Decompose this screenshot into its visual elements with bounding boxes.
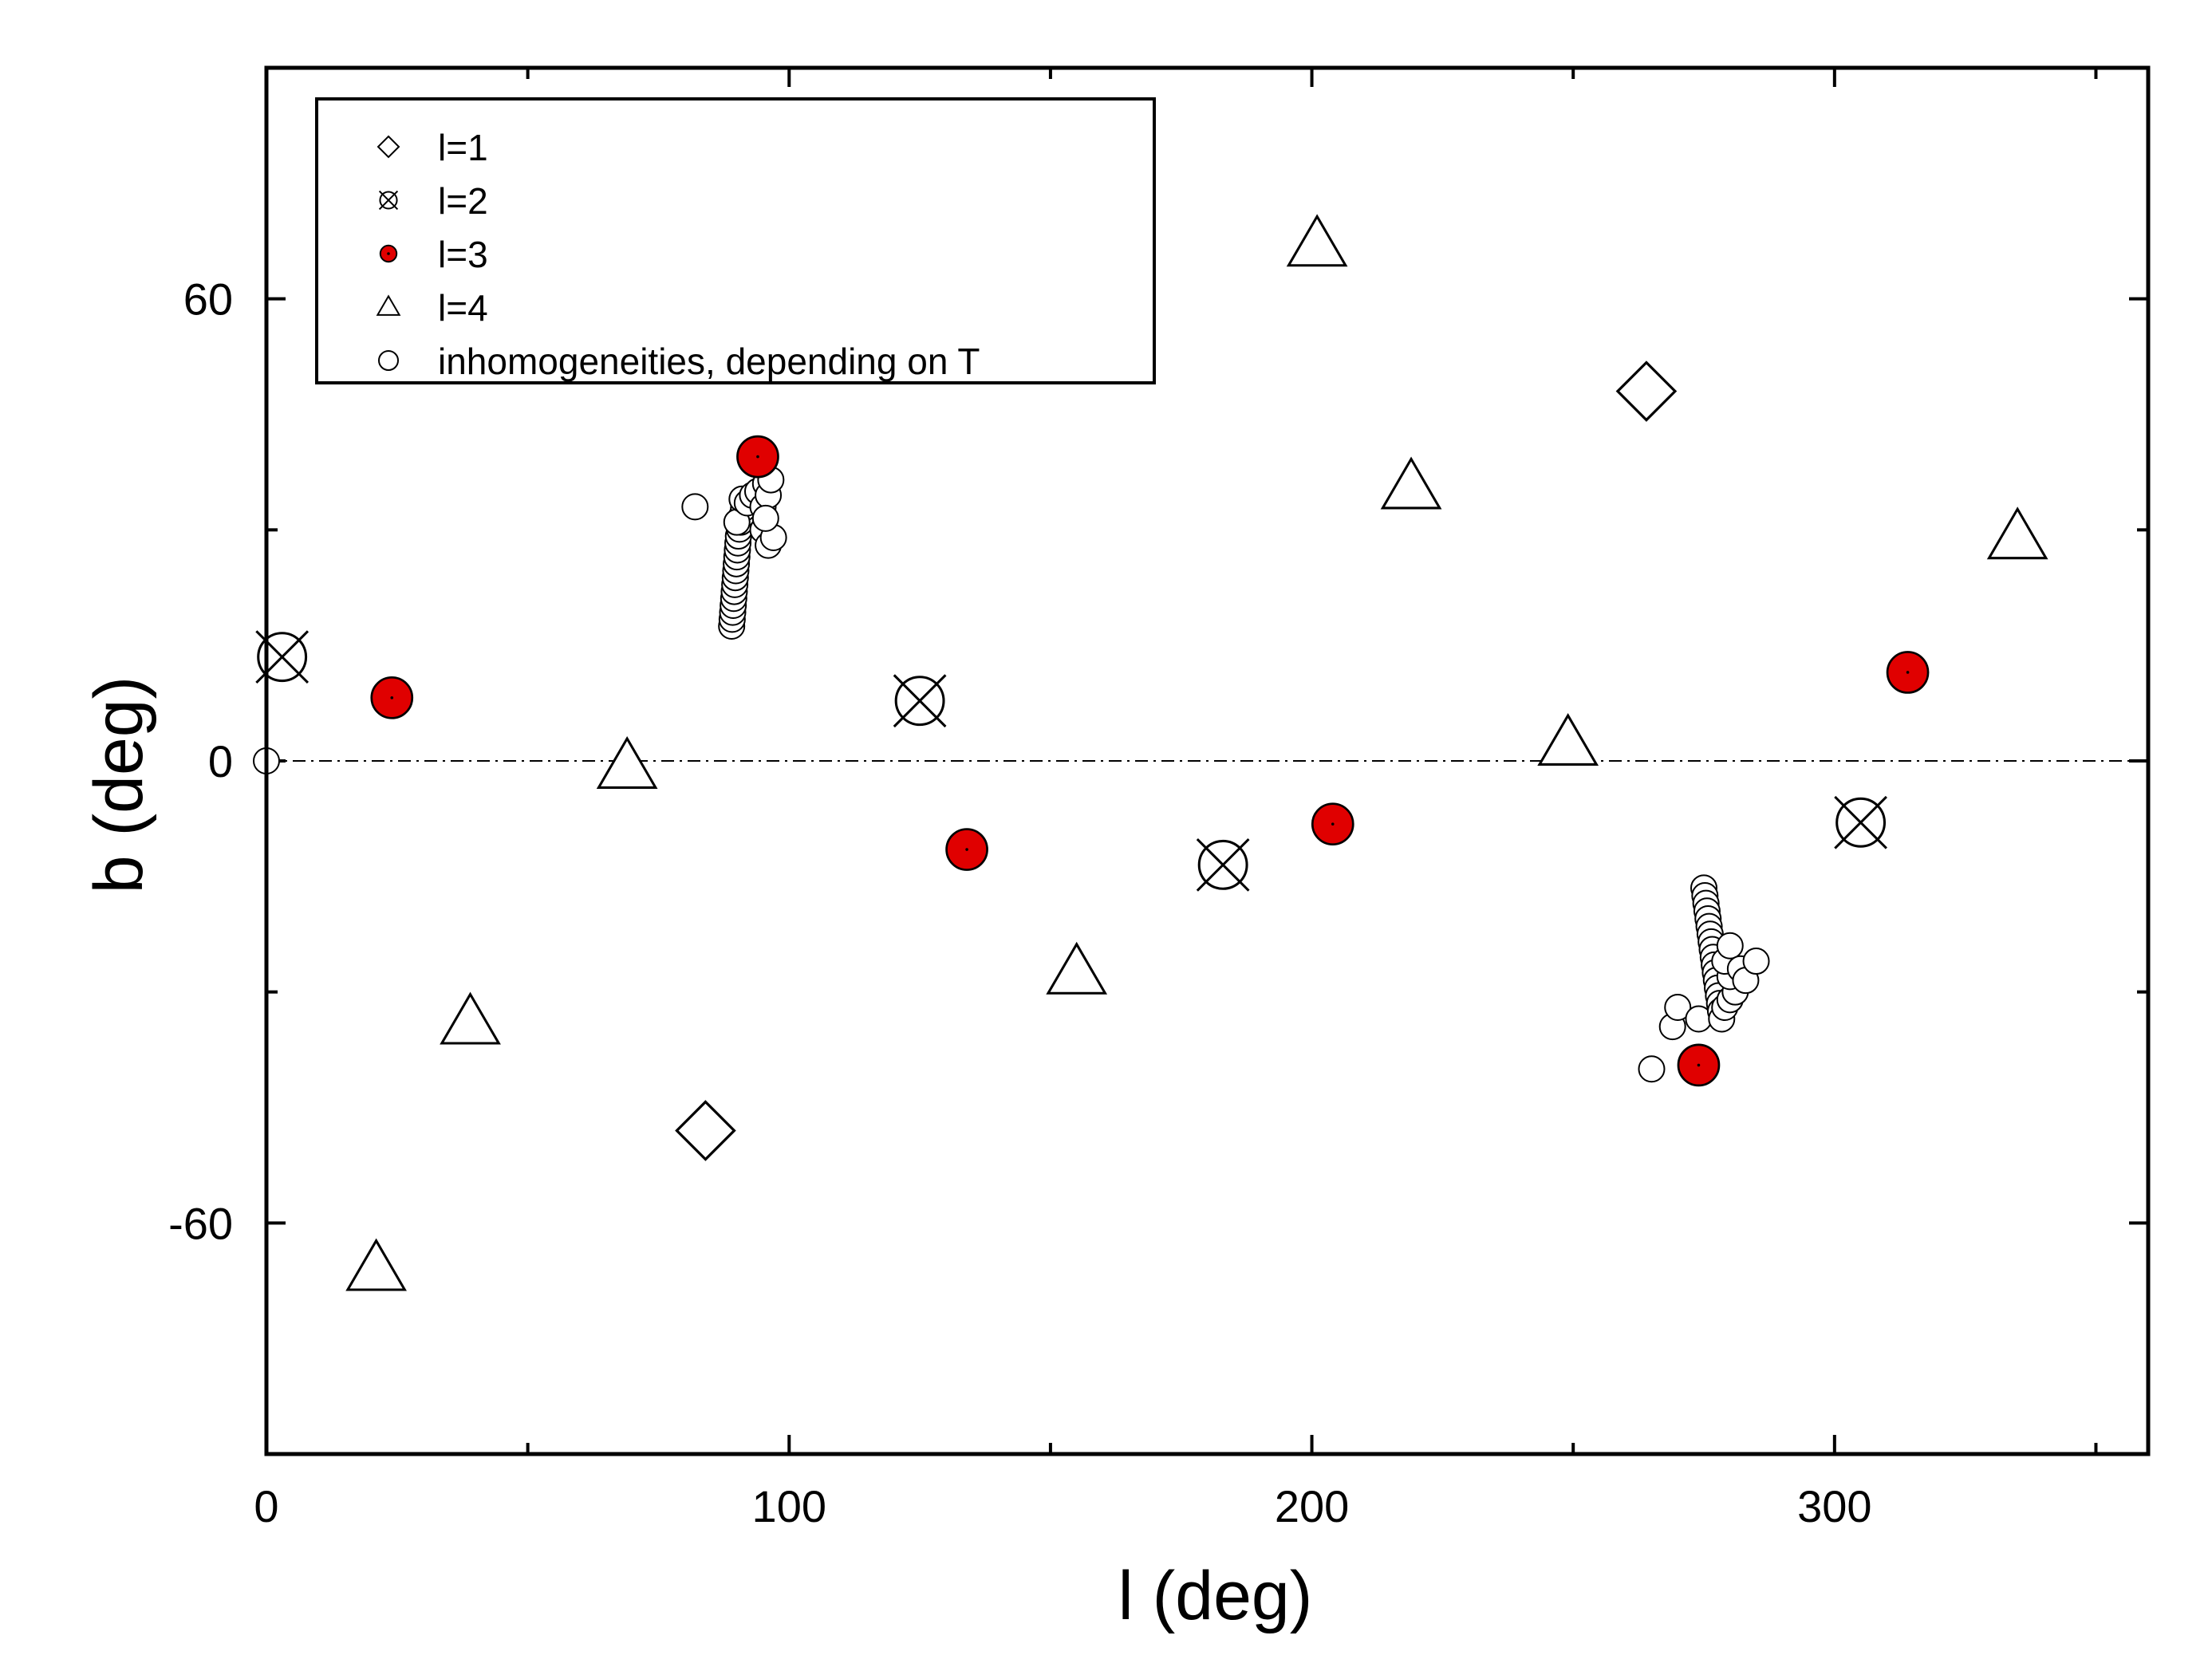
l2-crossed-circle-point — [1196, 837, 1250, 892]
l2-crossed-circle-point — [255, 630, 310, 684]
l4-triangle-point — [1046, 941, 1108, 995]
l3-red-circle-point — [370, 676, 414, 719]
inhomogeneity-point — [1664, 993, 1692, 1021]
legend-label: l=4 — [438, 287, 488, 329]
plot-frame — [264, 65, 2151, 1456]
l4-triangle-point — [1286, 214, 1348, 267]
l3-red-circle-point — [1886, 651, 1930, 694]
inhomogeneity-point — [1716, 932, 1744, 960]
l4-triangle-point — [345, 1238, 407, 1291]
legend-label: l=2 — [438, 180, 488, 222]
legend-marker — [378, 190, 399, 211]
l4-triangle-point — [596, 735, 658, 789]
l3-red-circle-point — [945, 828, 988, 871]
legend: l=1 l=2 l=3 l=4 inhomogeneities, depending o… — [315, 97, 1156, 384]
inhomogeneity-point — [751, 504, 779, 532]
x-tick-label: 200 — [1275, 1481, 1349, 1531]
legend-label: l=1 — [438, 127, 488, 168]
l4-triangle-point — [440, 991, 501, 1045]
tick-labels-layer: 0 100 200 300 -60 0 60 — [168, 274, 1871, 1531]
l1-diamond-point — [675, 1100, 736, 1161]
y-tick-label: -60 — [168, 1198, 233, 1248]
data-points-layer — [253, 214, 2048, 1291]
inhomogeneity-point — [1742, 948, 1770, 975]
l3-red-circle-point — [736, 435, 779, 479]
legend-marker — [379, 244, 398, 263]
legend-box — [315, 97, 1156, 384]
l4-triangle-point — [1380, 456, 1442, 510]
y-axis-title: b (deg) — [81, 676, 157, 894]
l2-crossed-circle-point — [1834, 795, 1887, 849]
l2-crossed-circle-point — [893, 674, 947, 728]
legend-marker — [376, 294, 401, 316]
x-axis-title: l (deg) — [1118, 1558, 1313, 1634]
l4-triangle-point — [1986, 506, 2048, 560]
legend-label: inhomogeneities, depending on T — [438, 341, 980, 382]
legend-marker — [378, 350, 399, 371]
l3-red-circle-point — [1677, 1043, 1721, 1087]
x-tick-label: 100 — [752, 1481, 826, 1531]
x-tick-label: 0 — [254, 1481, 278, 1531]
legend-marker — [377, 135, 400, 159]
inhomogeneity-point — [1638, 1055, 1666, 1083]
y-tick-label: 0 — [208, 736, 233, 786]
l1-diamond-point — [1615, 361, 1678, 422]
legend-label: l=3 — [438, 234, 488, 275]
inhomogeneity-point — [681, 493, 709, 521]
l3-red-circle-point — [1311, 802, 1354, 846]
l4-triangle-point — [1537, 713, 1599, 766]
y-tick-label: 60 — [183, 274, 233, 325]
x-tick-label: 300 — [1797, 1481, 1871, 1531]
